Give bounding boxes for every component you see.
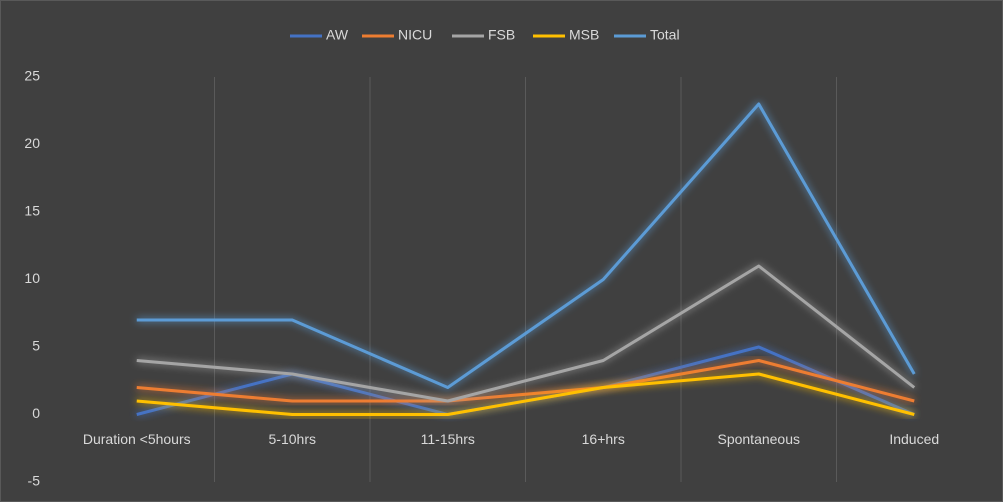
series-line: [136, 359, 915, 403]
y-tick-label: 20: [24, 135, 40, 151]
x-tick-label: 5-10hrs: [269, 431, 316, 447]
x-tick-label: 11-15hrs: [421, 431, 475, 447]
legend-label: MSB: [569, 27, 599, 43]
x-tick-label: Induced: [889, 431, 939, 447]
x-tick-label: Spontaneous: [717, 431, 800, 447]
y-tick-label: 25: [24, 68, 40, 84]
legend-label: AW: [326, 27, 349, 43]
legend-label: Total: [650, 27, 680, 43]
legend-label: FSB: [488, 27, 515, 43]
y-tick-label: 10: [24, 270, 40, 286]
series-line: [136, 372, 915, 416]
y-tick-label: 5: [32, 338, 40, 354]
y-tick-label: 0: [32, 405, 40, 421]
x-tick-label: Duration <5hours: [83, 431, 191, 447]
y-tick-label: -5: [28, 473, 41, 489]
x-tick-label: 16+hrs: [582, 431, 625, 447]
legend-label: NICU: [398, 27, 432, 43]
series-line: [136, 264, 916, 403]
series-line: [136, 102, 916, 389]
y-tick-label: 15: [24, 203, 40, 219]
